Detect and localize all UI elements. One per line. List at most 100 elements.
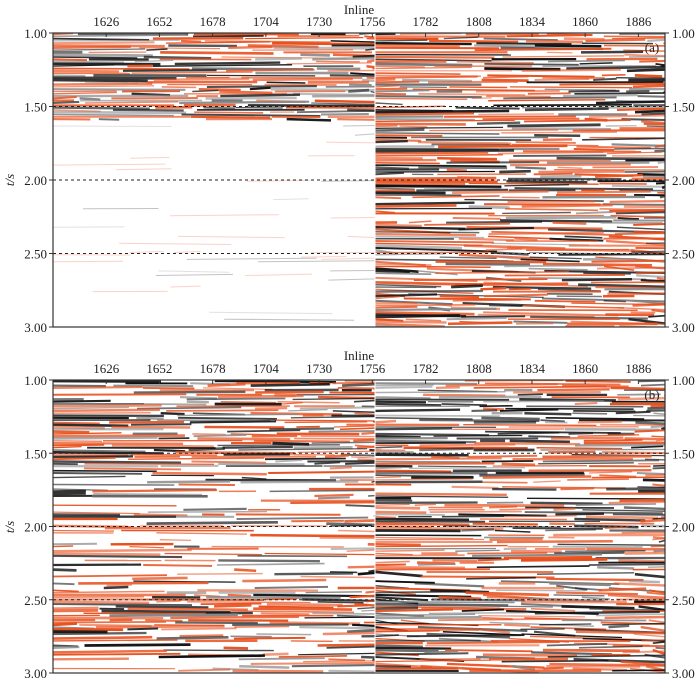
seismic-event	[128, 609, 248, 610]
seismic-event	[53, 102, 79, 103]
seismic-event	[110, 615, 238, 616]
seismic-event	[513, 528, 603, 529]
seismic-event	[629, 581, 660, 582]
seismic-event	[53, 491, 86, 492]
seismic-event	[123, 70, 217, 71]
seismic-event	[639, 61, 665, 62]
seismic-event	[375, 592, 462, 593]
seismic-event	[53, 427, 105, 428]
seismic-event	[415, 583, 485, 586]
seismic-event	[647, 408, 665, 409]
seismic-event	[348, 90, 369, 91]
seismic-event	[265, 554, 375, 555]
seismic-event	[375, 111, 509, 112]
seismic-event	[375, 421, 396, 422]
seismic-event	[505, 275, 625, 276]
seismic-event	[442, 404, 487, 405]
seismic-event	[466, 578, 536, 579]
seismic-event	[199, 89, 241, 90]
seismic-event	[604, 36, 665, 37]
seismic-event	[258, 261, 375, 262]
seismic-event	[154, 79, 249, 80]
seismic-event	[574, 149, 614, 150]
seismic-event	[579, 646, 643, 648]
seismic-event	[623, 651, 665, 652]
seismic-event	[444, 505, 564, 506]
seismic-event	[274, 573, 353, 574]
seismic-event	[53, 40, 180, 41]
seismic-event	[348, 567, 375, 568]
seismic-event	[429, 613, 528, 614]
seismic-event	[170, 215, 279, 216]
seismic-event	[132, 72, 253, 73]
x-tick-label: 1756	[359, 361, 386, 376]
seismic-event	[375, 517, 396, 518]
seismic-event	[436, 262, 547, 263]
seismic-event	[349, 85, 372, 86]
seismic-event	[204, 427, 284, 428]
seismic-event	[614, 148, 665, 149]
seismic-event	[490, 539, 543, 540]
seismic-event	[483, 477, 592, 478]
seismic-event	[615, 233, 665, 234]
seismic-event	[192, 462, 267, 463]
seismic-event	[259, 606, 334, 607]
y-tick-label-left: 2.50	[24, 593, 47, 608]
seismic-event	[554, 509, 576, 510]
seismic-event	[641, 385, 665, 386]
seismic-event	[364, 36, 375, 37]
seismic-event	[375, 402, 426, 403]
seismic-event	[476, 91, 560, 92]
seismic-event	[53, 386, 106, 387]
seismic-event	[301, 577, 375, 578]
seismic-event	[265, 459, 346, 460]
seismic-event	[565, 236, 603, 237]
seismic-event	[263, 654, 289, 655]
seismic-event	[375, 462, 480, 463]
seismic-event	[53, 476, 126, 477]
seismic-event	[375, 211, 395, 213]
seismic-event	[436, 387, 460, 388]
seismic-event	[375, 315, 460, 317]
y-tick-label-left: 2.00	[24, 520, 47, 535]
seismic-event	[233, 671, 324, 672]
seismic-event	[53, 550, 192, 551]
seismic-event	[53, 637, 152, 638]
seismic-event	[627, 70, 665, 71]
seismic-event	[238, 449, 367, 450]
seismic-event	[375, 392, 505, 393]
seismic-event	[170, 286, 200, 287]
seismic-event	[250, 88, 271, 89]
seismic-event	[553, 547, 643, 548]
seismic-event	[400, 87, 447, 88]
seismic-event	[616, 212, 665, 213]
seismic-event	[451, 286, 483, 287]
seismic-event	[190, 421, 276, 422]
seismic-event	[414, 279, 548, 280]
seismic-event	[597, 567, 634, 568]
seismic-event	[504, 265, 602, 266]
seismic-event	[412, 196, 499, 197]
seismic-event	[658, 162, 665, 163]
seismic-event	[469, 184, 599, 185]
seismic-event	[535, 301, 596, 302]
seismic-event	[418, 564, 456, 565]
seismic-event	[338, 531, 375, 532]
seismic-event	[502, 213, 571, 214]
seismic-event	[467, 553, 547, 554]
x-tick-label: 1704	[253, 361, 280, 376]
seismic-event	[375, 554, 413, 555]
seismic-event	[53, 654, 180, 655]
seismic-event	[581, 52, 643, 53]
seismic-event	[375, 203, 475, 205]
seismic-event	[375, 163, 440, 164]
seismic-event	[540, 420, 564, 421]
seismic-event	[505, 209, 598, 211]
seismic-event	[554, 595, 605, 596]
seismic-event	[217, 564, 325, 565]
seismic-event	[303, 661, 375, 662]
seismic-event	[331, 548, 375, 549]
seismic-event	[548, 61, 625, 62]
seismic-event	[326, 142, 375, 143]
